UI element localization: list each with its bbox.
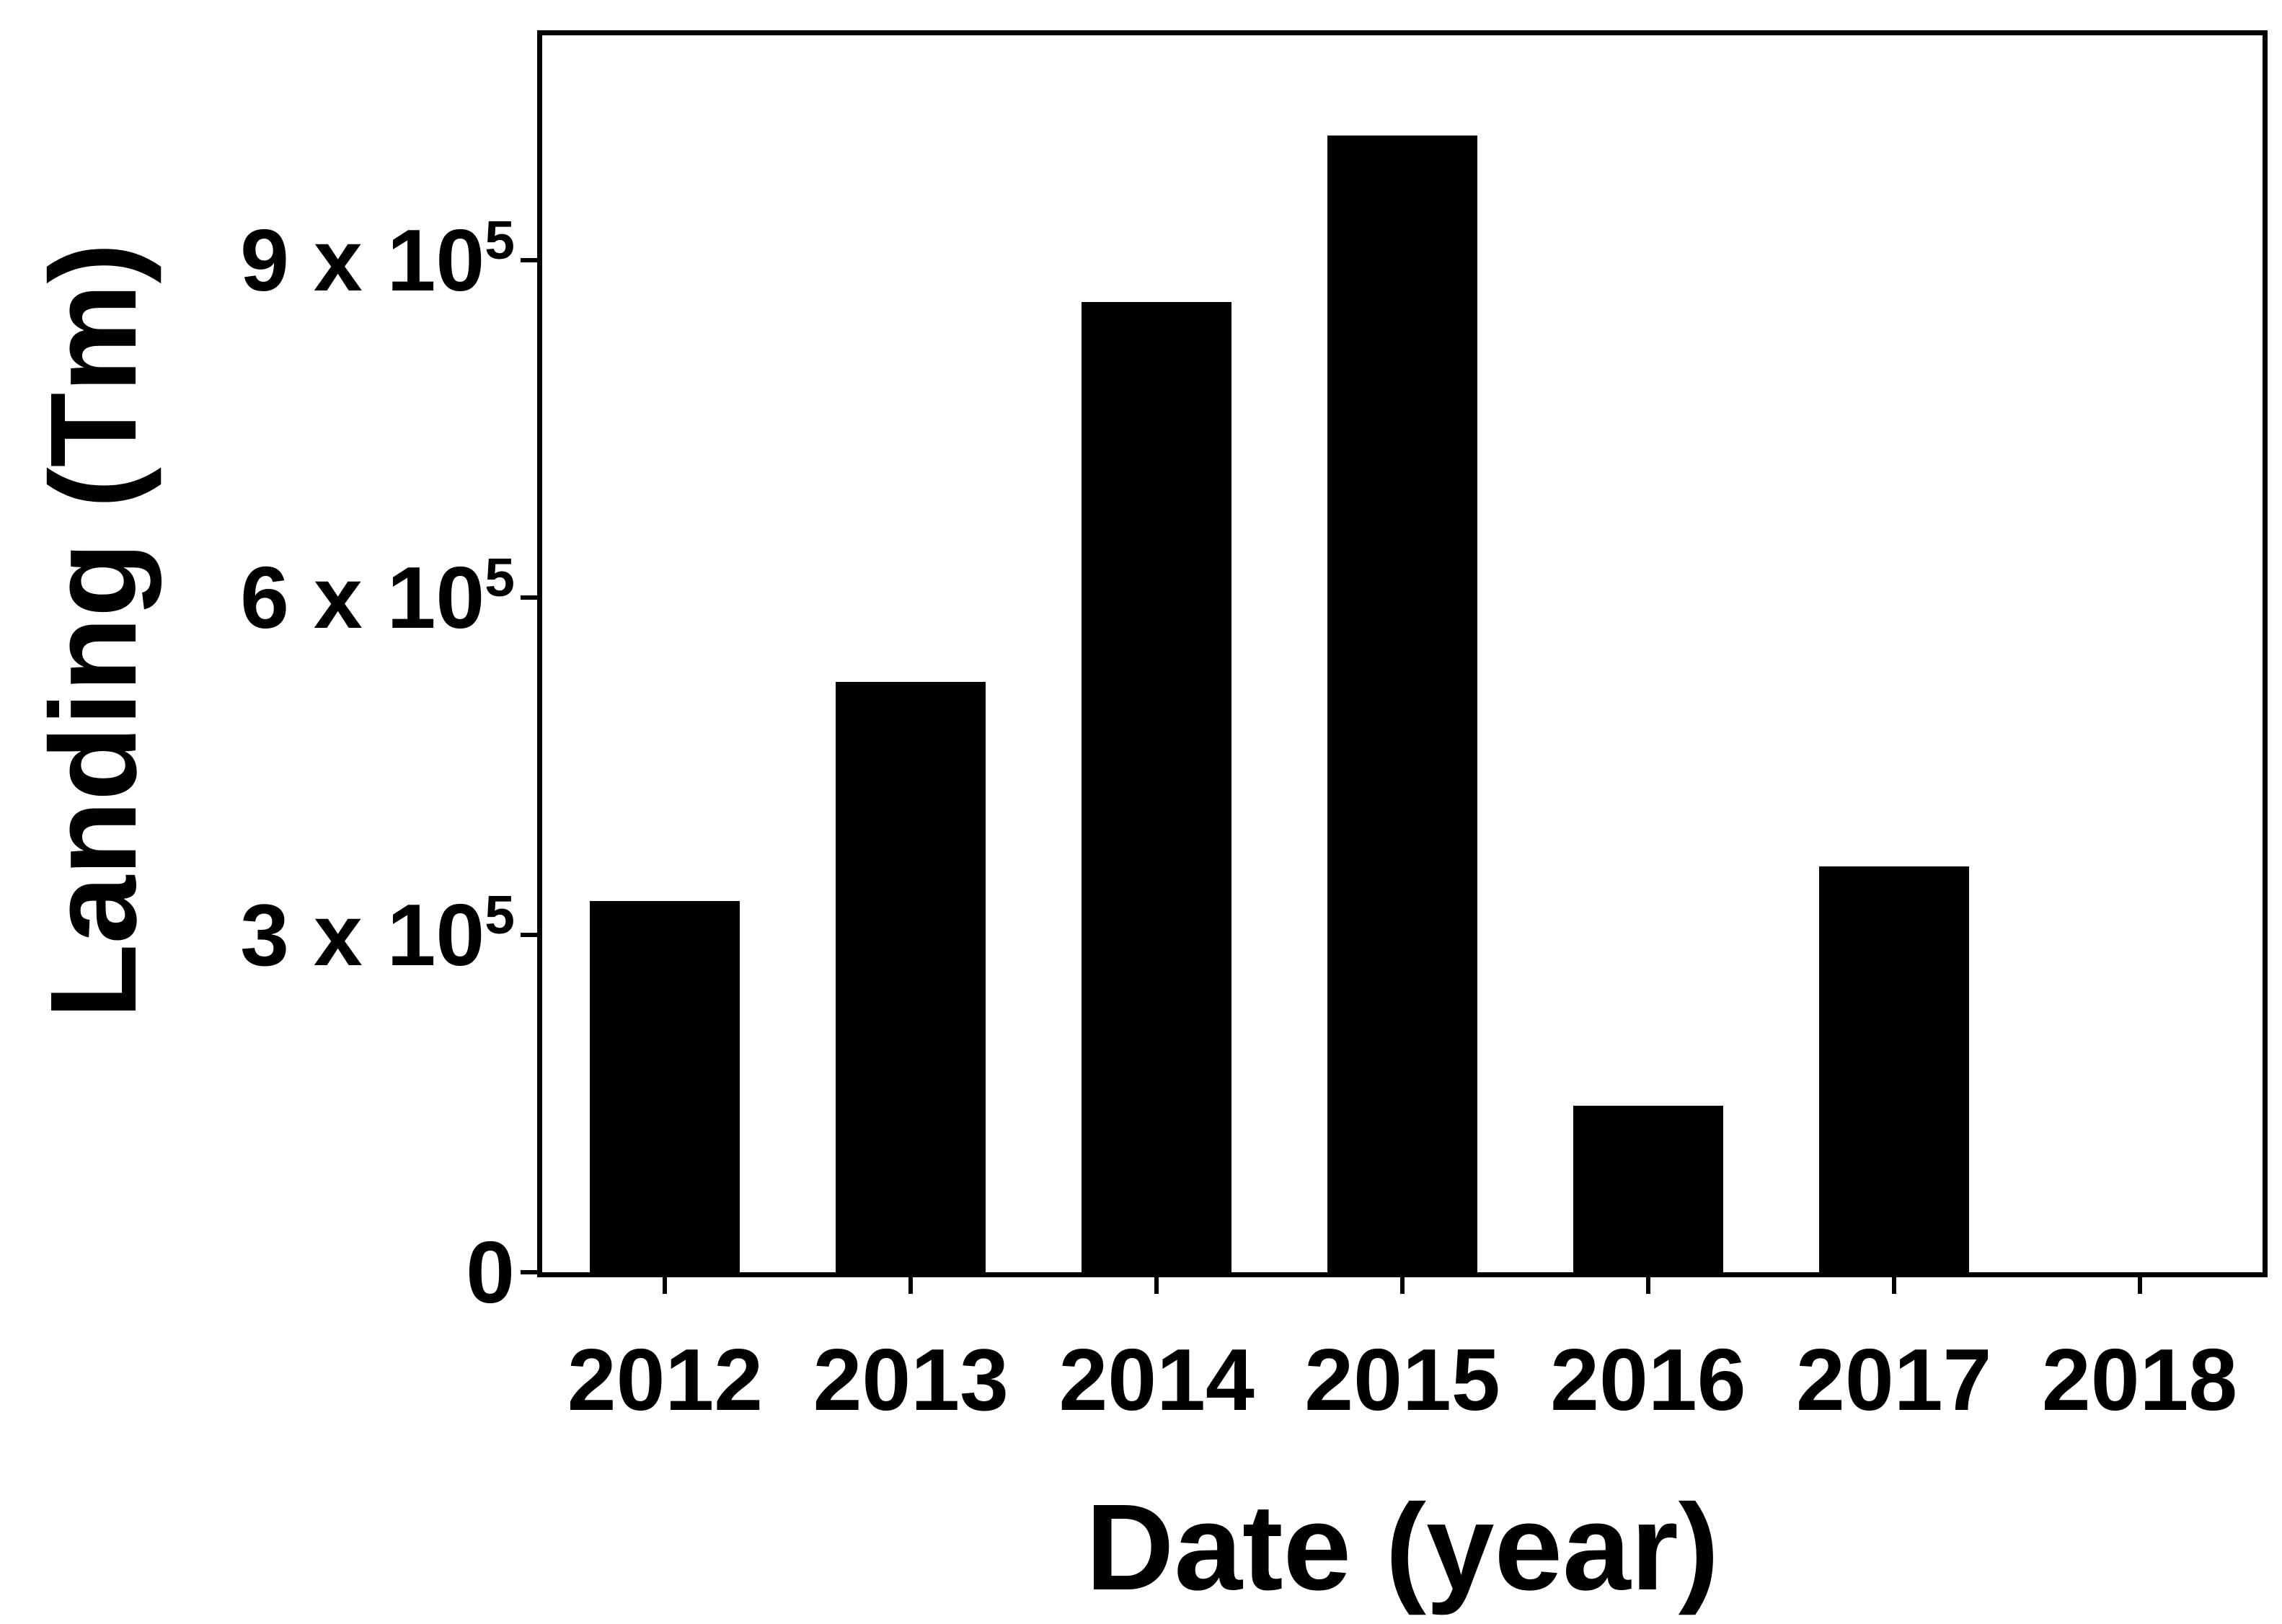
y-tick-mark (521, 258, 537, 262)
bar-2014 (1082, 301, 1232, 1272)
x-tick-mark (908, 1277, 914, 1294)
y-tick-exponent: 5 (485, 884, 515, 945)
y-tick-mark (521, 933, 537, 937)
y-tick-mark (521, 1270, 537, 1274)
y-tick-label: 9 x 105 (240, 213, 515, 305)
bar-2017 (1818, 866, 1969, 1272)
y-tick-value: 3 x 10 (240, 886, 485, 984)
y-tick-mark (521, 595, 537, 600)
bar-2015 (1327, 135, 1477, 1272)
y-axis-title: Landing (Tm) (25, 242, 162, 1019)
y-tick-label: 3 x 105 (240, 888, 515, 980)
bar-2012 (590, 901, 740, 1272)
x-tick-mark (1154, 1277, 1159, 1294)
y-tick-exponent: 5 (485, 210, 515, 270)
x-tick-label: 2016 (1550, 1331, 1746, 1429)
x-tick-label: 2015 (1304, 1331, 1500, 1429)
x-tick-mark (663, 1277, 668, 1294)
x-tick-mark (1400, 1277, 1405, 1294)
x-tick-label: 2017 (1796, 1331, 1992, 1429)
y-tick-value: 6 x 10 (240, 549, 485, 647)
bar-2016 (1573, 1106, 1723, 1272)
y-tick-label: 0 (466, 1228, 515, 1316)
x-tick-label: 2012 (567, 1331, 764, 1429)
x-tick-label: 2014 (1058, 1331, 1255, 1429)
x-tick-label: 2018 (2041, 1331, 2238, 1429)
y-tick-label: 6 x 105 (240, 551, 515, 642)
x-tick-mark (1645, 1277, 1650, 1294)
y-tick-value: 0 (466, 1223, 515, 1321)
bar-2013 (836, 682, 986, 1272)
x-tick-label: 2013 (813, 1331, 1009, 1429)
y-tick-exponent: 5 (485, 547, 515, 608)
x-tick-mark (2137, 1277, 2142, 1294)
x-axis-title: Date (year) (1085, 1479, 1720, 1616)
x-tick-mark (1891, 1277, 1896, 1294)
y-tick-value: 9 x 10 (240, 211, 485, 309)
